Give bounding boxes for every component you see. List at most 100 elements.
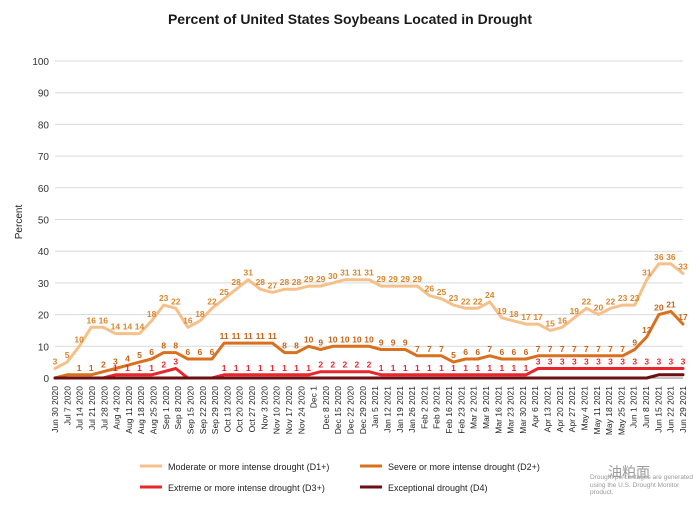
data-label: 31	[364, 268, 374, 278]
x-tick-label: Jan 19 2021	[395, 386, 405, 433]
data-label: 17	[678, 312, 688, 322]
data-label: 9	[632, 337, 637, 347]
data-label: 3	[656, 356, 661, 366]
data-label: 24	[485, 290, 495, 300]
x-tick-label: Nov 3 2020	[259, 386, 269, 430]
data-label: 23	[159, 293, 169, 303]
y-tick-label: 40	[38, 247, 50, 258]
data-label: 3	[632, 356, 637, 366]
data-label: 17	[521, 312, 531, 322]
data-label: 4	[125, 353, 130, 363]
x-tick-label: Apr 6 2021	[530, 386, 540, 428]
data-label: 6	[198, 347, 203, 357]
x-tick-label: Nov 17 2020	[284, 386, 294, 434]
x-tick-label: Sep 22 2020	[198, 386, 208, 434]
data-label: 3	[548, 356, 553, 366]
data-label: 1	[137, 363, 142, 373]
x-tick-label: May 18 2021	[604, 386, 614, 435]
data-label: 23	[449, 293, 459, 303]
x-tick-label: Sep 8 2020	[173, 386, 183, 430]
data-label: 9	[318, 337, 323, 347]
data-label: 1	[379, 363, 384, 373]
data-label: 26	[425, 284, 435, 294]
data-label: 17	[533, 312, 543, 322]
data-label: 7	[548, 344, 553, 354]
data-label: 1	[282, 363, 287, 373]
data-label: 2	[101, 360, 106, 370]
data-label: 1	[258, 363, 263, 373]
data-label: 1	[451, 363, 456, 373]
data-label: 25	[219, 287, 229, 297]
data-label: 3	[173, 356, 178, 366]
data-label: 3	[572, 356, 577, 366]
data-label: 29	[413, 274, 423, 284]
data-label: 29	[304, 274, 314, 284]
x-tick-label: Jul 21 2020	[87, 386, 97, 430]
data-label: 29	[316, 274, 326, 284]
data-label: 1	[222, 363, 227, 373]
data-label: 31	[340, 268, 350, 278]
data-label: 1	[125, 363, 130, 373]
data-label: 7	[584, 344, 589, 354]
data-label: 3	[681, 356, 686, 366]
data-label: 18	[147, 309, 157, 319]
y-tick-label: 0	[43, 374, 49, 385]
x-tick-label: Jun 30 2020	[50, 386, 60, 433]
data-label: 5	[137, 350, 142, 360]
x-tick-label: Mar 16 2021	[493, 386, 503, 434]
data-label: 3	[53, 356, 58, 366]
data-label: 2	[355, 360, 360, 370]
data-label: 1	[524, 363, 529, 373]
data-label: 31	[243, 268, 253, 278]
data-label: 7	[427, 344, 432, 354]
x-tick-label: May 25 2021	[616, 386, 626, 435]
data-label: 7	[415, 344, 420, 354]
data-label: 11	[220, 331, 229, 341]
x-tick-label: Aug 18 2020	[136, 386, 146, 434]
data-label: 22	[606, 296, 616, 306]
data-label: 1	[306, 363, 311, 373]
data-label: 3	[113, 356, 118, 366]
x-tick-label: Apr 27 2021	[567, 386, 577, 433]
data-label: 8	[173, 341, 178, 351]
legend-label: Exceptional drought (D4)	[388, 483, 488, 493]
x-tick-label: Sep 1 2020	[161, 386, 171, 430]
data-label: 1	[149, 363, 154, 373]
data-label: 1	[475, 363, 480, 373]
data-label: 6	[210, 347, 215, 357]
data-label: 31	[352, 268, 362, 278]
data-label: 10	[364, 334, 374, 344]
x-tick-label: Jul 7 2020	[62, 386, 72, 425]
x-tick-label: Dec 29 2020	[358, 386, 368, 434]
data-label: 6	[524, 347, 529, 357]
series-line-3	[53, 367, 685, 380]
data-label: 10	[328, 334, 338, 344]
x-tick-label: May 11 2021	[592, 386, 602, 435]
data-label: 1	[89, 363, 94, 373]
x-tick-label: Oct 13 2020	[222, 386, 232, 433]
watermark-text: 油粕面	[608, 465, 650, 481]
data-label: 16	[183, 315, 193, 325]
data-label: 6	[185, 347, 190, 357]
data-label: 31	[642, 268, 652, 278]
data-label: 11	[232, 331, 241, 341]
data-label: 36	[654, 252, 664, 262]
data-label: 1	[77, 363, 82, 373]
data-label: 14	[135, 322, 145, 332]
data-label: 19	[497, 306, 507, 316]
data-label: 10	[340, 334, 350, 344]
legend-label: Extreme or more intense drought (D3+)	[168, 483, 325, 493]
series-lines	[53, 262, 685, 380]
x-tick-label: Jun 15 2021	[653, 386, 663, 433]
data-label: 10	[74, 334, 84, 344]
data-label: 29	[388, 274, 398, 284]
data-label: 14	[123, 322, 133, 332]
data-label: 15	[545, 318, 555, 328]
series-line-2	[53, 309, 685, 380]
source-note: Drought percentages are generated using …	[590, 474, 693, 496]
data-label: 11	[268, 331, 277, 341]
gridlines	[55, 60, 683, 379]
x-tick-label: Feb 9 2021	[432, 386, 442, 429]
data-label: 28	[256, 277, 266, 287]
